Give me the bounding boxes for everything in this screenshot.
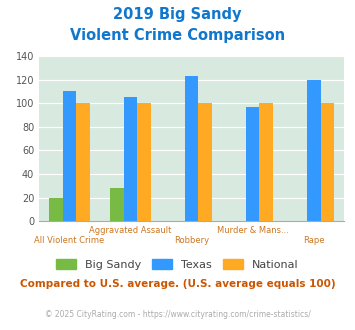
Bar	[76, 103, 90, 221]
Text: Murder & Mans...: Murder & Mans...	[217, 226, 289, 235]
Bar	[137, 103, 151, 221]
Text: © 2025 CityRating.com - https://www.cityrating.com/crime-statistics/: © 2025 CityRating.com - https://www.city…	[45, 310, 310, 319]
Legend: Big Sandy, Texas, National: Big Sandy, Texas, National	[52, 255, 303, 274]
Bar	[198, 103, 212, 221]
Bar	[185, 76, 198, 221]
Bar	[124, 97, 137, 221]
Text: Violent Crime Comparison: Violent Crime Comparison	[70, 28, 285, 43]
Text: Rape: Rape	[303, 236, 324, 245]
Text: Robbery: Robbery	[174, 236, 209, 245]
Bar	[260, 103, 273, 221]
Text: All Violent Crime: All Violent Crime	[34, 236, 105, 245]
Bar	[307, 80, 321, 221]
Text: 2019 Big Sandy: 2019 Big Sandy	[113, 7, 242, 21]
Bar	[110, 188, 124, 221]
Text: Aggravated Assault: Aggravated Assault	[89, 226, 172, 235]
Bar	[49, 198, 63, 221]
Bar	[321, 103, 334, 221]
Bar	[246, 107, 260, 221]
Text: Compared to U.S. average. (U.S. average equals 100): Compared to U.S. average. (U.S. average …	[20, 279, 335, 289]
Bar	[63, 91, 76, 221]
